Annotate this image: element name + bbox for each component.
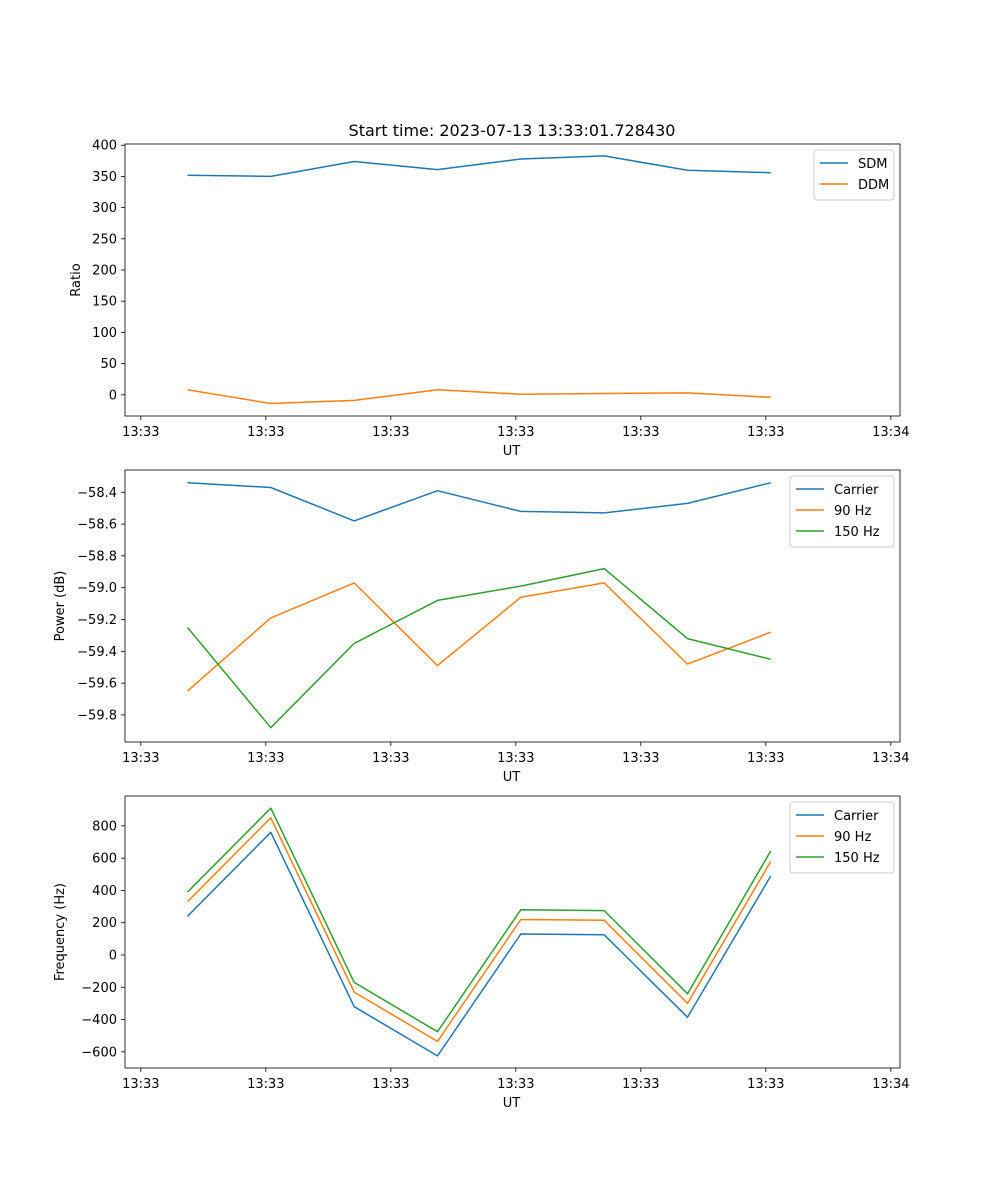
y-tick-label: 0 (109, 949, 117, 964)
x-axis-label: UT (503, 1096, 521, 1111)
y-axis-label: Ratio (69, 263, 84, 296)
series-line-ddm (187, 389, 771, 405)
x-tick-label: 13:33 (622, 425, 659, 440)
x-tick-label: 13:33 (622, 751, 659, 766)
x-tick-label: 13:33 (622, 1077, 659, 1092)
x-tick-label: 13:33 (122, 425, 159, 440)
y-tick-label: 50 (100, 357, 117, 372)
legend-label: DDM (858, 178, 889, 193)
series-line-sdm (187, 155, 771, 178)
legend-label: SDM (858, 157, 887, 172)
series-line-90-hz (187, 582, 772, 692)
y-tick-label: 0 (109, 388, 117, 403)
legend-label: 150 Hz (834, 525, 880, 540)
x-tick-label: 13:33 (497, 751, 534, 766)
y-axis-label: Power (dB) (53, 571, 68, 642)
legend-box (789, 475, 895, 548)
x-tick-label: 13:33 (372, 1077, 409, 1092)
legend-label: Carrier (834, 809, 879, 824)
x-axis-label: UT (503, 444, 521, 459)
x-tick-label: 13:34 (872, 1077, 909, 1092)
y-tick-label: −400 (81, 1013, 117, 1028)
y-tick-label: 100 (92, 326, 117, 341)
subplot-1: 13:33 13:33 13:33 13:33 13:33 13:33 13:34 0 50 10… (69, 139, 910, 459)
x-tick-label: 13:33 (247, 425, 284, 440)
legend: SDM DDM (813, 149, 895, 201)
legend: Carrier 90 Hz 150 Hz (789, 801, 895, 874)
figure-title: Start time: 2023-07-13 13:33:01.728430 (349, 121, 676, 140)
x-tick-label: 13:33 (747, 751, 784, 766)
subplot-2: 13:33 13:33 13:33 13:33 13:33 13:33 13:34 −59.8… (53, 469, 910, 785)
x-tick-label: 13:33 (747, 425, 784, 440)
legend-label: 90 Hz (834, 830, 871, 845)
x-tick-label: 13:33 (497, 1077, 534, 1092)
legend: Carrier 90 Hz 150 Hz (789, 475, 895, 548)
x-tick-label: 13:33 (497, 425, 534, 440)
y-tick-label: 150 (92, 295, 117, 310)
x-tick-label: 13:33 (247, 751, 284, 766)
series-line-150-hz (186, 567, 771, 729)
series-line-150-hz (186, 807, 772, 1033)
y-tick-label: −59.0 (77, 581, 117, 596)
x-axis-label: UT (503, 770, 521, 785)
legend-label: 150 Hz (834, 851, 880, 866)
x-tick-label: 13:33 (122, 751, 159, 766)
legend-label: 90 Hz (834, 504, 871, 519)
y-tick-label: −59.6 (77, 677, 117, 692)
series-line-carrier (187, 481, 771, 522)
y-tick-label: 800 (92, 819, 117, 834)
x-tick-label: 13:33 (747, 1077, 784, 1092)
y-tick-label: −59.4 (77, 645, 117, 660)
x-tick-label: 13:33 (122, 1077, 159, 1092)
y-tick-label: 350 (92, 170, 117, 185)
y-tick-label: 200 (92, 916, 117, 931)
legend-label: Carrier (834, 483, 879, 498)
y-tick-label: 400 (92, 139, 117, 154)
y-tick-label: 400 (92, 884, 117, 899)
x-tick-label: 13:33 (372, 425, 409, 440)
y-tick-label: −58.8 (77, 549, 117, 564)
series-line-90-hz (186, 817, 772, 1043)
y-tick-label: 600 (92, 852, 117, 867)
x-tick-label: 13:33 (372, 751, 409, 766)
subplot-3: 13:33 13:33 13:33 13:33 13:33 13:33 13:34 −600 −… (53, 795, 910, 1111)
x-tick-label: 13:33 (247, 1077, 284, 1092)
series-line-carrier (186, 831, 772, 1057)
y-tick-label: −58.6 (77, 518, 117, 533)
x-tick-label: 13:34 (872, 425, 909, 440)
y-tick-label: 250 (92, 232, 117, 247)
y-tick-label: −59.2 (77, 613, 117, 628)
y-tick-label: −58.4 (77, 486, 117, 501)
axes-frame (124, 795, 901, 1069)
y-tick-label: 300 (92, 201, 117, 216)
y-tick-label: −59.8 (77, 708, 117, 723)
y-tick-label: 200 (92, 264, 117, 279)
axes-frame (124, 469, 901, 743)
axes-frame (124, 143, 901, 417)
x-tick-label: 13:34 (872, 751, 909, 766)
y-axis-label: Frequency (Hz) (53, 883, 68, 981)
legend-box (789, 801, 895, 874)
y-tick-label: −600 (81, 1045, 117, 1060)
subplots: 13:33 13:33 13:33 13:33 13:33 13:33 13:34 0 50 10… (53, 139, 910, 1111)
y-tick-label: −200 (81, 981, 117, 996)
